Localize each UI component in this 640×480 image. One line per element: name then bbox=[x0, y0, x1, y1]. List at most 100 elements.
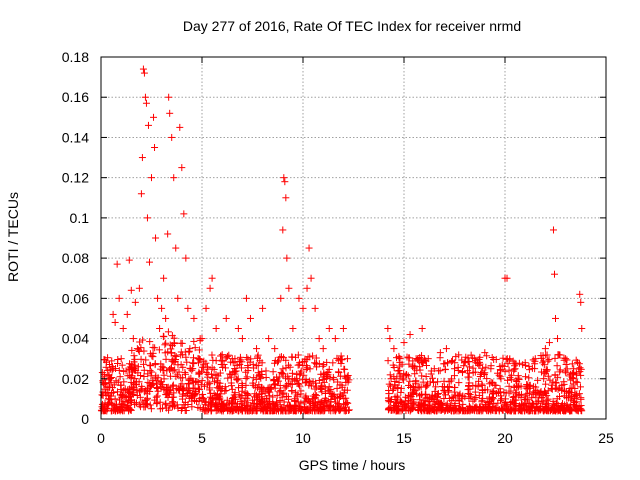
noise-point bbox=[575, 360, 583, 368]
noise-point bbox=[577, 395, 585, 403]
noise-point bbox=[454, 363, 462, 371]
noise-point bbox=[115, 366, 123, 374]
noise-point bbox=[108, 389, 116, 397]
noise-point bbox=[112, 407, 120, 415]
noise-point bbox=[411, 387, 419, 395]
noise-point bbox=[451, 392, 459, 400]
noise-point bbox=[153, 392, 161, 400]
noise-point bbox=[552, 406, 560, 414]
noise-point bbox=[542, 406, 550, 414]
data-point bbox=[406, 331, 414, 339]
noise-point bbox=[291, 403, 299, 411]
data-point bbox=[115, 294, 123, 302]
data-point bbox=[113, 260, 121, 268]
noise-point bbox=[450, 372, 458, 380]
y-tick-label: 0.12 bbox=[62, 170, 89, 186]
noise-point bbox=[265, 392, 273, 400]
data-point bbox=[277, 294, 285, 302]
noise-point bbox=[321, 397, 329, 405]
noise-point bbox=[560, 378, 568, 386]
noise-point bbox=[577, 371, 585, 379]
noise-point bbox=[334, 368, 342, 376]
noise-point bbox=[138, 385, 146, 393]
noise-point bbox=[297, 406, 305, 414]
noise-point bbox=[329, 404, 337, 412]
noise-point bbox=[472, 357, 480, 365]
noise-point bbox=[516, 407, 524, 415]
noise-point bbox=[162, 355, 170, 363]
noise-point bbox=[479, 394, 487, 402]
data-point bbox=[206, 284, 214, 292]
noise-point bbox=[143, 394, 151, 402]
noise-point bbox=[428, 374, 436, 382]
noise-point bbox=[152, 372, 160, 380]
data-point bbox=[170, 174, 178, 182]
noise-point bbox=[238, 358, 246, 366]
data-point bbox=[384, 325, 392, 332]
data-point bbox=[271, 345, 279, 353]
data-point bbox=[154, 294, 162, 302]
noise-point bbox=[250, 400, 258, 408]
noise-point bbox=[513, 389, 521, 397]
noise-point bbox=[273, 391, 281, 399]
noise-point bbox=[276, 353, 284, 361]
noise-point bbox=[214, 384, 222, 392]
noise-point bbox=[415, 403, 423, 411]
noise-point bbox=[114, 355, 122, 363]
noise-point bbox=[297, 387, 305, 395]
noise-point bbox=[338, 391, 346, 399]
noise-point bbox=[505, 366, 513, 374]
noise-point bbox=[389, 386, 397, 394]
noise-point bbox=[426, 378, 434, 386]
noise-point bbox=[195, 397, 203, 405]
noise-point bbox=[167, 345, 175, 353]
data-point bbox=[174, 294, 182, 302]
noise-point bbox=[182, 407, 190, 415]
noise-point bbox=[492, 381, 500, 389]
noise-point bbox=[152, 380, 160, 388]
noise-point bbox=[107, 395, 115, 403]
noise-point bbox=[167, 365, 175, 373]
noise-point bbox=[556, 366, 564, 374]
noise-point bbox=[284, 361, 292, 369]
noise-point bbox=[311, 359, 319, 367]
noise-point bbox=[402, 371, 410, 379]
noise-point bbox=[502, 355, 510, 363]
noise-point bbox=[196, 356, 204, 364]
data-point bbox=[156, 325, 164, 332]
noise-point bbox=[458, 356, 466, 364]
noise-point bbox=[219, 402, 227, 410]
noise-point bbox=[310, 395, 318, 403]
noise-point bbox=[455, 379, 463, 387]
noise-point bbox=[259, 397, 267, 405]
noise-point bbox=[570, 368, 578, 376]
data-point bbox=[182, 254, 190, 262]
noise-point bbox=[415, 383, 423, 391]
noise-point bbox=[449, 407, 457, 415]
noise-point bbox=[465, 379, 473, 387]
noise-point bbox=[174, 404, 182, 412]
noise-point bbox=[333, 384, 341, 392]
data-point bbox=[151, 144, 159, 151]
noise-point bbox=[210, 390, 218, 398]
noise-point bbox=[336, 392, 344, 400]
noise-point bbox=[418, 372, 426, 380]
noise-point bbox=[534, 376, 542, 384]
noise-point bbox=[551, 371, 559, 379]
noise-point bbox=[138, 398, 146, 406]
noise-point bbox=[204, 404, 212, 412]
noise-point bbox=[170, 389, 178, 397]
noise-point bbox=[147, 405, 155, 413]
noise-point bbox=[293, 391, 301, 399]
noise-point bbox=[541, 388, 549, 396]
noise-point bbox=[529, 356, 537, 364]
noise-point bbox=[119, 392, 127, 400]
noise-point bbox=[160, 333, 168, 341]
noise-point bbox=[312, 354, 320, 362]
noise-point bbox=[201, 407, 209, 415]
noise-point bbox=[392, 354, 400, 362]
noise-point bbox=[144, 378, 152, 386]
noise-point bbox=[466, 385, 474, 393]
noise-point bbox=[118, 406, 126, 414]
noise-point bbox=[313, 363, 321, 371]
